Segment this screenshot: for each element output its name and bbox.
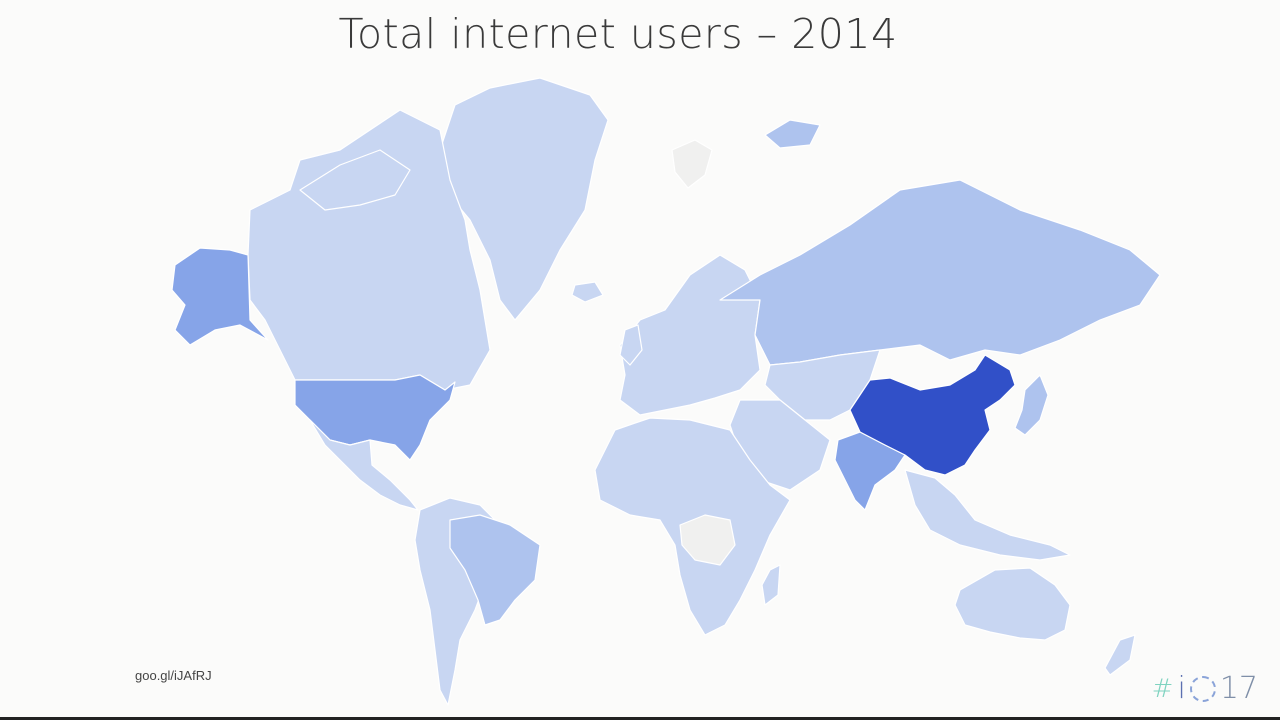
region-dr-congo[interactable] [679, 514, 736, 566]
region-uk[interactable] [619, 324, 643, 366]
region-australia[interactable] [954, 567, 1071, 641]
region-alaska[interactable] [171, 247, 269, 346]
region-canada-islands[interactable] [299, 149, 411, 211]
source-link[interactable]: goo.gl/iJAfRJ [135, 668, 212, 683]
logo-i-icon: i [1177, 671, 1186, 706]
region-svalbard[interactable] [671, 139, 713, 189]
region-united-states[interactable] [294, 374, 456, 461]
region-japan[interactable] [1014, 374, 1049, 436]
bottom-rule [0, 717, 1280, 720]
region-canada[interactable] [247, 109, 491, 391]
region-europe[interactable] [619, 254, 761, 416]
logo-17-icon: 17 [1219, 671, 1258, 706]
region-southeast-asia[interactable] [904, 469, 1071, 561]
region-iceland[interactable] [571, 281, 604, 303]
region-madagascar[interactable] [761, 564, 781, 606]
event-logo: # i 17 [1152, 671, 1258, 706]
logo-o-icon [1189, 675, 1216, 702]
hash-symbol-icon: # [1151, 673, 1174, 704]
region-new-zealand[interactable] [1104, 634, 1136, 676]
region-mexico[interactable] [309, 419, 419, 511]
region-china[interactable] [849, 354, 1016, 476]
region-arctic-islands[interactable] [764, 119, 821, 149]
slide-title: Total internet users – 2014 [338, 10, 898, 58]
region-russia[interactable] [719, 179, 1161, 366]
region-brazil[interactable] [449, 514, 541, 626]
